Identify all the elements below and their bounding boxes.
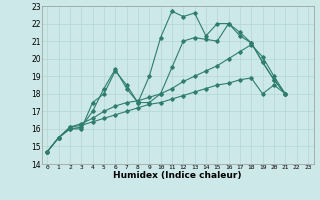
X-axis label: Humidex (Indice chaleur): Humidex (Indice chaleur) (113, 171, 242, 180)
